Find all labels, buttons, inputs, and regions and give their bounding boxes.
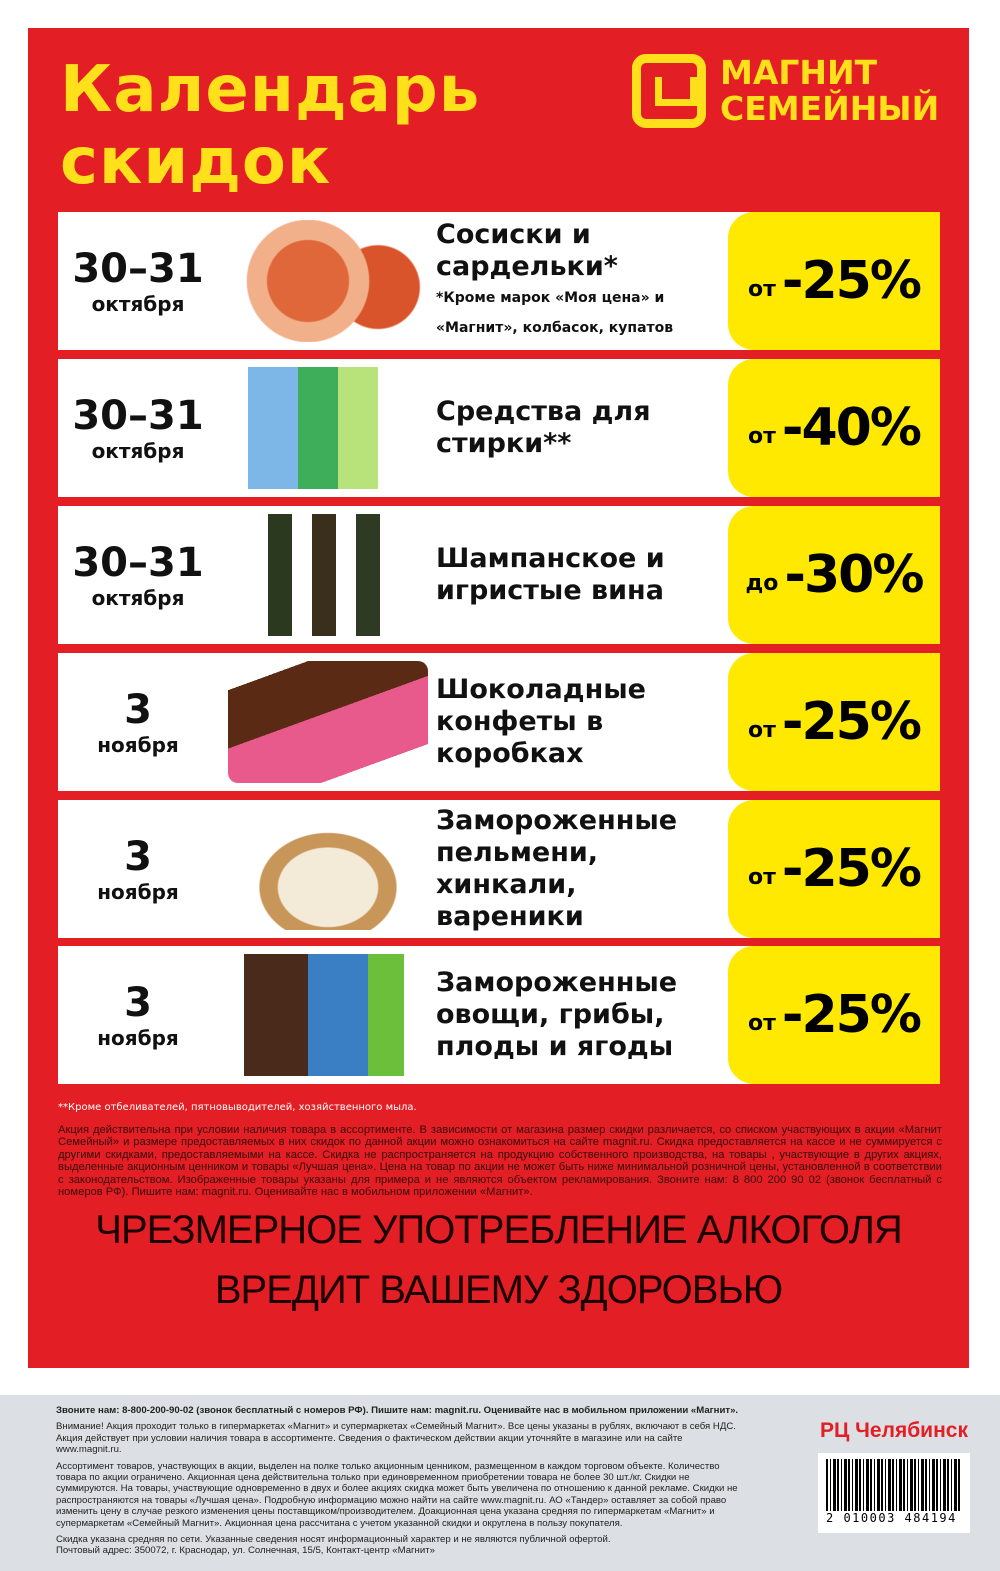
discount-value: -25%	[781, 251, 922, 311]
discount-prefix: от	[748, 423, 776, 449]
warning-line: ВРЕДИТ ВАШЕМУ ЗДОРОВЬЮ	[214, 1268, 783, 1312]
barcode-number: 2 010003 484194	[826, 1511, 957, 1525]
discount-value: -40%	[781, 398, 922, 458]
discount-value: -25%	[781, 839, 922, 899]
discount-badge: от -40%	[728, 359, 940, 497]
product-image-chocolates	[228, 661, 428, 783]
title-line: Календарь	[60, 53, 481, 127]
magnit-logo: МАГНИТ СЕМЕЙНЫЙ	[632, 54, 939, 128]
footnote: **Кроме отбеливателей, пятновыводителей,…	[58, 1102, 417, 1113]
alcohol-warning: ЧРЕЗМЕРНОЕ УПОТРЕБЛЕНИЕ АЛКОГОЛЯ ВРЕДИТ …	[38, 1200, 959, 1320]
date-days: 30–31	[72, 246, 204, 292]
logo-text: МАГНИТ СЕМЕЙНЫЙ	[720, 55, 939, 127]
discount-prefix: от	[748, 1010, 776, 1036]
offer-row: 30–31 октября Сосиски и сардельки* *Кром…	[58, 212, 940, 350]
offer-date: 3 ноября	[58, 653, 218, 791]
discount-prefix: от	[748, 864, 776, 890]
discount-badge: до -30%	[728, 506, 940, 644]
date-days: 30–31	[72, 540, 204, 586]
date-month: октября	[91, 586, 185, 610]
offer-note: *Кроме марок «Моя цена» и «Магнит», колб…	[436, 290, 674, 336]
date-days: 30–31	[72, 393, 204, 439]
discount-value: -25%	[781, 985, 922, 1045]
offer-name: Шоколадные конфеты в коробках	[436, 653, 726, 791]
date-days: 3	[124, 687, 152, 733]
offer-row: 30–31 октября Средства для стирки** от -…	[58, 359, 940, 497]
barcode-bars	[826, 1459, 962, 1511]
title-line: скидок	[60, 125, 332, 199]
footer-contact: Звоните нам: 8-800-200-90-02 (звонок бес…	[56, 1405, 739, 1416]
logo-line: МАГНИТ	[720, 53, 878, 92]
offer-date: 3 ноября	[58, 946, 218, 1084]
footer-assortment: Ассортимент товаров, участвующих в акции…	[56, 1460, 738, 1529]
logo-line: СЕМЕЙНЫЙ	[720, 89, 940, 128]
product-image-sausages	[228, 220, 428, 342]
cart-logo-icon	[632, 54, 706, 128]
date-month: ноября	[97, 1026, 179, 1050]
discount-value: -25%	[781, 692, 922, 752]
product-image-dumplings	[228, 808, 428, 930]
offer-row: 3 ноября Замороженные пельмени, хинкали,…	[58, 800, 940, 938]
discount-badge: от -25%	[728, 653, 940, 791]
discount-value: -30%	[784, 545, 924, 605]
terms-text: Акция действительна при условии наличия …	[58, 1124, 942, 1199]
offer-row: 30–31 октября Шампанское и игристые вина…	[58, 506, 940, 644]
discount-badge: от -25%	[728, 800, 940, 938]
offer-date: 30–31 октября	[58, 359, 218, 497]
product-image-frozen-vegetables	[228, 954, 428, 1076]
region-label: РЦ Челябинск	[820, 1419, 968, 1442]
date-days: 3	[124, 834, 152, 880]
offer-title: Замороженные овощи, грибы, плоды и ягоды	[436, 967, 678, 1062]
page-title: Календарь скидок	[60, 54, 480, 198]
discount-prefix: до	[745, 570, 779, 596]
warning-line: ЧРЕЗМЕРНОЕ УПОТРЕБЛЕНИЕ АЛКОГОЛЯ	[95, 1208, 902, 1252]
barcode: 2 010003 484194	[818, 1453, 970, 1533]
date-month: ноября	[97, 733, 179, 757]
offer-name: Сосиски и сардельки* *Кроме марок «Моя ц…	[436, 212, 726, 350]
discount-badge: от -25%	[728, 212, 940, 350]
footer-address: Почтовый адрес: 350072, г. Краснодар, ул…	[56, 1545, 435, 1557]
date-month: ноября	[97, 880, 179, 904]
poster: Календарь скидок МАГНИТ СЕМЕЙНЫЙ 30–31 о…	[28, 28, 969, 1368]
date-month: октября	[91, 292, 185, 316]
offer-name: Замороженные овощи, грибы, плоды и ягоды	[436, 946, 726, 1084]
discount-prefix: от	[748, 717, 776, 743]
offer-title: Шампанское и игристые вина	[436, 543, 665, 606]
product-image-detergents	[228, 367, 428, 489]
footer-text: Звоните нам: 8-800-200-90-02 (звонок бес…	[56, 1405, 746, 1557]
offer-name: Замороженные пельмени, хинкали, вареники	[436, 800, 726, 938]
product-image-champagne	[228, 514, 428, 636]
offer-title: Средства для стирки**	[436, 396, 651, 459]
date-month: октября	[91, 439, 185, 463]
date-days: 3	[124, 980, 152, 1026]
discount-prefix: от	[748, 276, 776, 302]
discount-badge: от -25%	[728, 946, 940, 1084]
offer-row: 3 ноября Замороженные овощи, грибы, плод…	[58, 946, 940, 1084]
offer-row: 3 ноября Шоколадные конфеты в коробках о…	[58, 653, 940, 791]
offer-title: Замороженные пельмени, хинкали, вареники	[436, 805, 678, 932]
offer-title: Сосиски и сардельки*	[436, 219, 618, 282]
offer-date: 30–31 октября	[58, 506, 218, 644]
offer-date: 3 ноября	[58, 800, 218, 938]
offer-title: Шоколадные конфеты в коробках	[436, 674, 646, 769]
offer-date: 30–31 октября	[58, 212, 218, 350]
footer: Звоните нам: 8-800-200-90-02 (звонок бес…	[0, 1395, 1000, 1571]
offer-name: Средства для стирки**	[436, 359, 726, 497]
footer-average: Скидка указана средняя по сети. Указанны…	[56, 1534, 611, 1546]
offer-name: Шампанское и игристые вина	[436, 506, 726, 644]
footer-attention: Внимание! Акция проходит только в гиперм…	[56, 1421, 736, 1456]
